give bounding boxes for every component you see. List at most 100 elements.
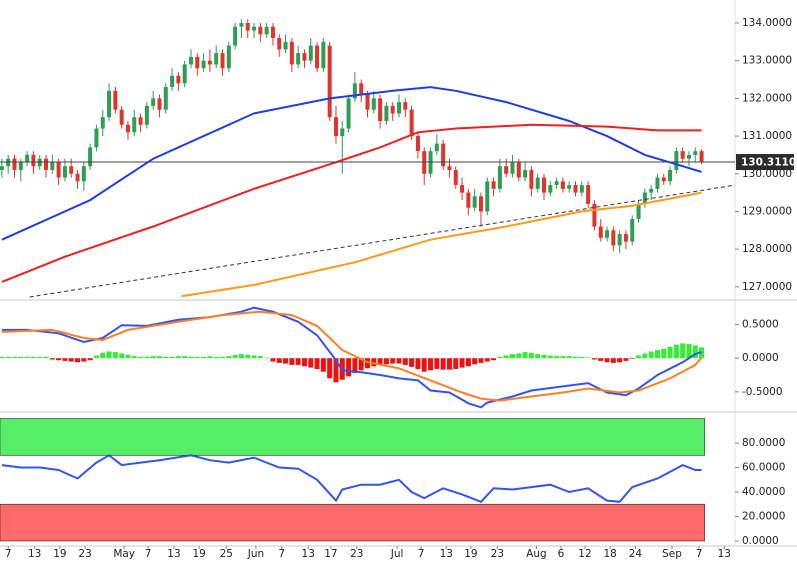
histogram-bar (100, 352, 106, 359)
x-tick-label: May (113, 548, 135, 560)
candle-body (611, 230, 616, 246)
histogram-bar (301, 358, 307, 367)
zone-band (0, 418, 706, 456)
histogram-bar (68, 358, 74, 362)
histogram-bar (491, 358, 497, 361)
candle-body (50, 162, 55, 170)
y-tick-label: 40.0000 (742, 486, 785, 498)
candle-body (680, 151, 685, 159)
candle-body (649, 188, 654, 193)
candle-body (308, 45, 313, 61)
x-tick-label: 23 (350, 548, 363, 560)
candle-body (560, 181, 565, 189)
histogram-bar (415, 358, 421, 369)
histogram-bar (642, 353, 648, 359)
histogram-bar (440, 358, 446, 370)
histogram-bar (24, 356, 30, 359)
histogram-bar (169, 356, 175, 359)
candle-body (434, 143, 439, 152)
histogram-bar (138, 356, 144, 359)
histogram-bar (509, 354, 516, 359)
x-tick-label: 19 (193, 548, 206, 560)
candle-body (586, 185, 591, 204)
candle-body (478, 196, 483, 212)
histogram-bar (522, 352, 528, 359)
histogram-bar (0, 356, 5, 359)
histogram-bar (327, 358, 333, 379)
histogram-bar (194, 356, 200, 359)
zone-band (0, 503, 706, 542)
candle-body (623, 234, 628, 242)
histogram-bar (667, 346, 673, 359)
candle-body (497, 166, 502, 189)
candle-body (415, 136, 420, 152)
last-price-box (736, 154, 794, 171)
y-tick-label: 132.0000 (742, 92, 792, 104)
histogram-bar (560, 356, 566, 359)
histogram-bar (623, 358, 629, 361)
candle-body (258, 26, 263, 35)
histogram-bar (383, 358, 389, 365)
indicator-line (181, 191, 702, 298)
y-tick-label: -0.5000 (742, 386, 783, 398)
candle-body (542, 177, 547, 193)
histogram-bar (377, 358, 383, 365)
histogram-bar (352, 358, 358, 373)
candle-body (277, 38, 282, 50)
x-tick-label: 13 (167, 548, 180, 560)
candle-body (548, 185, 553, 193)
candle-body (195, 56, 200, 69)
candle-body (371, 98, 376, 110)
histogram-bar (497, 356, 503, 359)
candle-body (359, 83, 364, 95)
x-tick-label: Sep (662, 548, 682, 560)
candle-body (207, 60, 212, 65)
candle-body (245, 22, 250, 31)
histogram-bar (283, 358, 289, 364)
candle-body (170, 75, 175, 88)
candle-body (283, 41, 288, 50)
histogram-bar (62, 358, 68, 361)
histogram-bar (673, 344, 679, 359)
y-tick-label: 127.0000 (742, 281, 792, 293)
histogram-bar (75, 358, 81, 363)
candle-body (333, 117, 338, 137)
candle-body (491, 181, 496, 189)
histogram-bar (566, 356, 572, 359)
histogram-bar (5, 356, 11, 359)
candle-body (233, 26, 238, 46)
indicator-line (1, 123, 702, 283)
histogram-bar (371, 358, 377, 367)
candle-body (119, 109, 124, 125)
x-tick-label: 17 (324, 548, 337, 560)
x-tick-label: Jun (247, 548, 264, 560)
histogram-bar (541, 354, 547, 359)
y-tick-label: 128.0000 (742, 243, 792, 255)
candle-body (125, 124, 130, 133)
histogram-bar (11, 356, 18, 359)
x-tick-label: 19 (53, 548, 66, 560)
x-tick-label: 7 (5, 548, 12, 560)
candle-body (605, 230, 610, 238)
candle-body (460, 185, 465, 193)
candle-body (220, 53, 225, 69)
candle-body (365, 94, 370, 110)
histogram-bar (604, 358, 610, 363)
candle-body (510, 162, 515, 174)
histogram-bar (37, 356, 43, 359)
candle-body (327, 45, 332, 118)
candle-body (384, 105, 389, 121)
histogram-bar (446, 358, 452, 370)
histogram-bar (579, 356, 585, 359)
candle-body (75, 173, 80, 182)
candle-body (529, 169, 534, 189)
histogram-bar (156, 356, 163, 359)
candle-body (441, 143, 446, 167)
candle-body (346, 98, 351, 129)
histogram-bar (503, 355, 509, 359)
y-tick-label: 0.0000 (742, 535, 779, 547)
candle-body (636, 203, 641, 219)
x-tick-label: 13 (28, 548, 41, 560)
candle-body (270, 26, 275, 39)
